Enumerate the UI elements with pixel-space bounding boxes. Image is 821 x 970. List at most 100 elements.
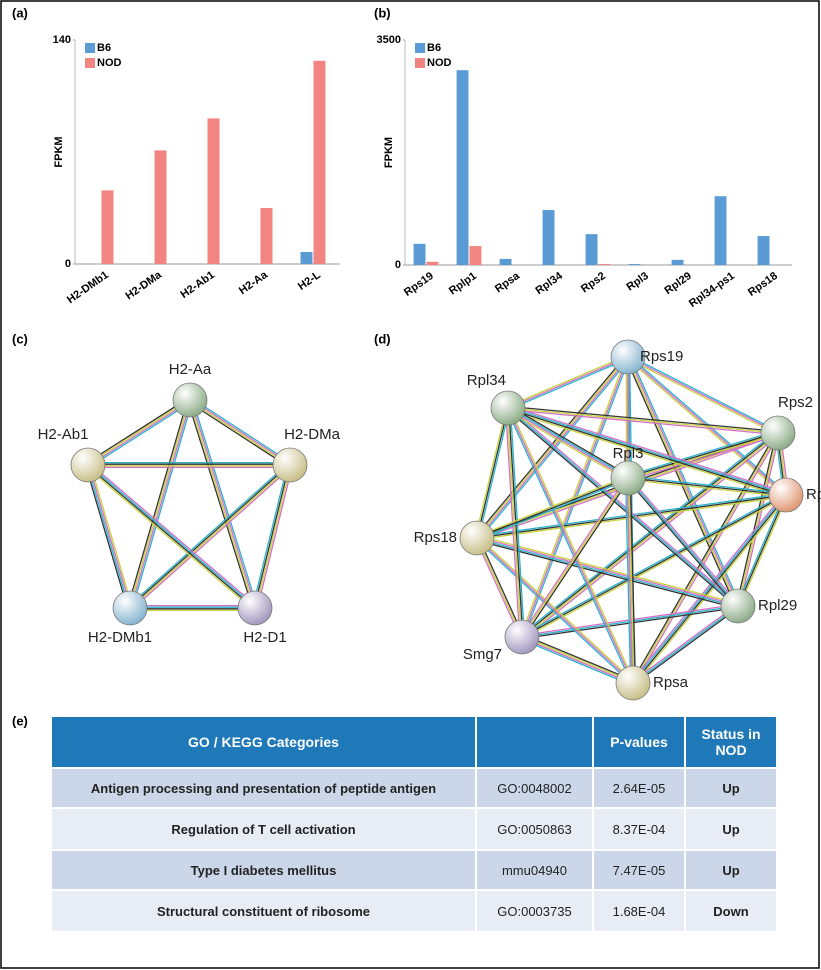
table-row: Antigen processing and presentation of p… [52,768,777,808]
bar [470,246,482,265]
node-label: Rpl34 [467,372,506,389]
header-cell [476,717,593,768]
bar [586,234,598,265]
bar [155,150,167,264]
table-cell: 2.64E-05 [593,768,685,808]
table-cell: 7.47E-05 [593,850,685,890]
edge [132,467,292,610]
x-tick-label: Rpl34-ps1 [687,270,737,310]
table-cell: Up [685,808,777,850]
node-label: H2-DMa [284,426,340,443]
node-label: Rpl3 [613,445,644,462]
edge [739,496,787,607]
figure: (a) (b) (c) (d) (e) FPKM0140H2-DMb1H2-DM… [0,0,821,970]
bar [414,244,426,265]
y-axis-label: FPKM [53,136,65,167]
legend-label: B6 [427,42,441,54]
legend-swatch [415,58,425,68]
edge [129,400,189,608]
node [460,521,494,555]
legend-swatch [85,43,95,53]
bar [629,264,641,265]
node [113,591,147,625]
edge [87,465,129,608]
bar [500,259,512,265]
y-tick-label: 140 [53,34,71,46]
node-label: H2-DMb1 [88,629,152,646]
x-tick-label: Rplp1 [447,270,479,297]
node [491,391,525,425]
x-tick-label: Rps19 [402,270,436,299]
x-tick-label: H2-DMa [123,269,164,303]
table-cell: Down [685,890,777,932]
node [173,383,207,417]
bar [314,61,326,264]
node-label: H2-Aa [169,361,212,378]
table-row: Structural constituent of ribosomeGO:000… [52,890,777,932]
x-tick-label: H2-Ab1 [178,269,216,301]
x-tick-label: H2-DMb1 [65,269,111,306]
x-tick-label: Rps18 [746,270,780,299]
edge [634,496,787,684]
y-tick-label: 3500 [377,34,401,46]
table-cell: 1.68E-04 [593,890,685,932]
x-tick-label: Rps2 [579,270,608,295]
node-label: Rps18 [414,529,457,546]
bar [715,196,727,265]
legend-swatch [415,43,425,53]
bar [599,264,611,265]
edge [631,493,784,681]
table-cell: Type I diabetes mellitus [52,850,476,890]
table-cell: GO:0050863 [476,808,593,850]
go-table: GO / KEGG Categories P-values Status in … [52,717,778,933]
node [611,461,645,495]
table-cell: Regulation of T cell activation [52,808,476,850]
panel-label: (d) [374,331,391,346]
legend-label: NOD [97,57,122,69]
legend-label: B6 [97,42,111,54]
x-tick-label: Rpsa [493,270,523,296]
node [761,416,795,450]
header-row: GO / KEGG Categories P-values Status in … [52,717,777,768]
table-cell: mmu04940 [476,850,593,890]
x-tick-label: H2-Aa [237,269,271,298]
bar [457,70,469,265]
x-tick-label: Rpl34 [533,270,565,298]
edge [632,494,785,682]
header-cell: GO / KEGG Categories [52,717,476,768]
panel-label: (b) [374,5,391,20]
table-cell: GO:0048002 [476,768,593,808]
bar [672,260,684,265]
node-label: H2-D1 [243,629,286,646]
bar [301,252,313,264]
bar [758,236,770,265]
table-cell: GO:0003735 [476,890,593,932]
legend-swatch [85,58,95,68]
edge [523,635,634,681]
edge [87,466,254,609]
node [616,666,650,700]
node [721,589,755,623]
node-label: Rpsa [653,674,689,691]
y-tick-label: 0 [65,258,71,270]
node-label: Rplp1 [806,486,821,503]
bar [543,210,555,265]
legend-label: NOD [427,57,452,69]
bar [102,190,114,264]
edge [521,639,632,685]
edge [254,465,289,608]
edge [256,465,291,608]
edge [86,466,128,609]
node [273,448,307,482]
table-row: Type I diabetes mellitusmmu049407.47E-05… [52,850,777,890]
table-cell: Antigen processing and presentation of p… [52,768,476,808]
node [238,591,272,625]
x-tick-label: H2-L [296,269,323,293]
node [769,478,803,512]
node-label: Rps19 [640,348,683,365]
panel-label: (c) [12,331,28,346]
node-label: Rpl29 [758,597,797,614]
bar [208,118,220,264]
edge [190,399,290,464]
